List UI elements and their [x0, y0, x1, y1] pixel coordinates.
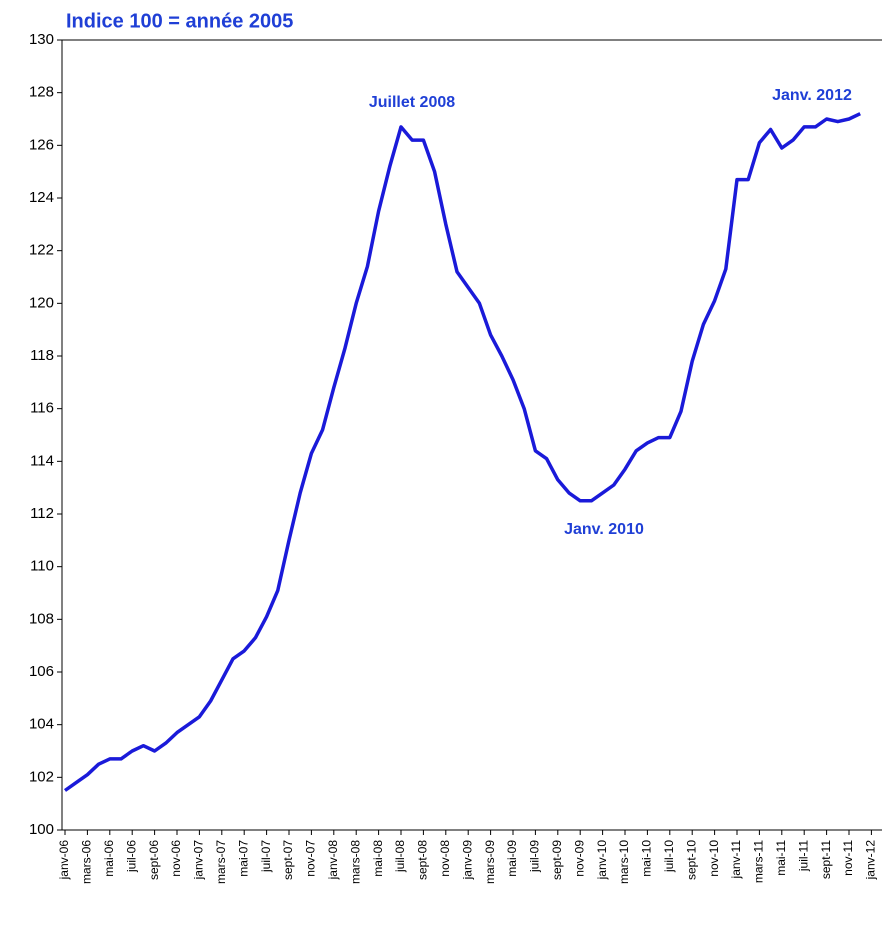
y-tick-label: 128	[29, 84, 54, 101]
x-tick-label: mars-11	[752, 840, 766, 883]
x-tick-label: janv-09	[460, 840, 474, 881]
x-tick-label: mai-10	[640, 840, 654, 877]
x-tick-label: janv-11	[729, 840, 743, 880]
x-tick-label: juil-10	[662, 840, 676, 873]
x-tick-label: nov-11	[841, 840, 855, 876]
y-tick-label: 114	[30, 452, 54, 469]
line-series	[63, 112, 861, 792]
x-tick-label: nov-06	[169, 840, 183, 877]
y-tick-label: 104	[29, 716, 54, 733]
x-tick-label: janv-07	[192, 840, 206, 881]
y-tick-label: 118	[30, 347, 54, 364]
y-tick-label: 116	[30, 400, 54, 417]
y-tick-label: 100	[29, 821, 54, 838]
annotation: Janv. 2012	[772, 87, 852, 104]
x-tick-label: mai-07	[236, 840, 250, 877]
x-tick-label: mai-09	[505, 840, 519, 877]
x-tick-label: mars-10	[617, 840, 631, 884]
x-tick-label: nov-08	[438, 840, 452, 877]
x-tick-label: sept-06	[147, 840, 161, 880]
y-tick-label: 124	[29, 189, 54, 206]
x-tick-label: juil-09	[528, 840, 542, 873]
y-tick-label: 122	[29, 242, 54, 259]
x-tick-label: janv-06	[57, 840, 71, 881]
y-tick-label: 130	[29, 31, 54, 48]
x-tick-label: mai-11	[774, 840, 788, 876]
x-tick-label: sept-07	[281, 840, 295, 880]
x-tick-label: mars-06	[80, 840, 94, 884]
x-tick-label: nov-07	[304, 840, 318, 877]
x-tick-label: juil-11	[796, 840, 810, 872]
x-tick-label: sept-11	[819, 840, 833, 879]
y-tick-label: 120	[29, 294, 54, 311]
annotation: Janv. 2010	[564, 521, 644, 538]
y-tick-label: 106	[29, 663, 54, 680]
x-tick-label: juil-06	[124, 840, 138, 873]
x-tick-label: mars-08	[348, 840, 362, 884]
x-tick-label: mars-07	[214, 840, 228, 884]
x-tick-label: juil-08	[393, 840, 407, 873]
annotation: Juillet 2008	[369, 94, 455, 111]
x-tick-label: nov-09	[572, 840, 586, 877]
x-tick-label: nov-10	[707, 840, 721, 877]
x-tick-label: janv-10	[595, 840, 609, 881]
x-tick-label: janv-12	[864, 840, 878, 881]
y-tick-label: 110	[30, 558, 54, 575]
y-tick-label: 108	[29, 610, 54, 627]
y-tick-label: 112	[30, 505, 54, 522]
x-tick-label: mai-06	[102, 840, 116, 877]
axis-title: Indice 100 = année 2005	[66, 10, 293, 32]
y-tick-label: 102	[29, 768, 54, 785]
x-tick-label: janv-08	[326, 840, 340, 881]
x-tick-label: sept-09	[550, 840, 564, 880]
x-tick-label: sept-08	[416, 840, 430, 880]
x-tick-label: sept-10	[684, 840, 698, 880]
x-tick-label: mars-09	[483, 840, 497, 884]
x-tick-label: mai-08	[371, 840, 385, 877]
y-tick-label: 126	[29, 136, 54, 153]
x-tick-label: juil-07	[259, 840, 273, 873]
